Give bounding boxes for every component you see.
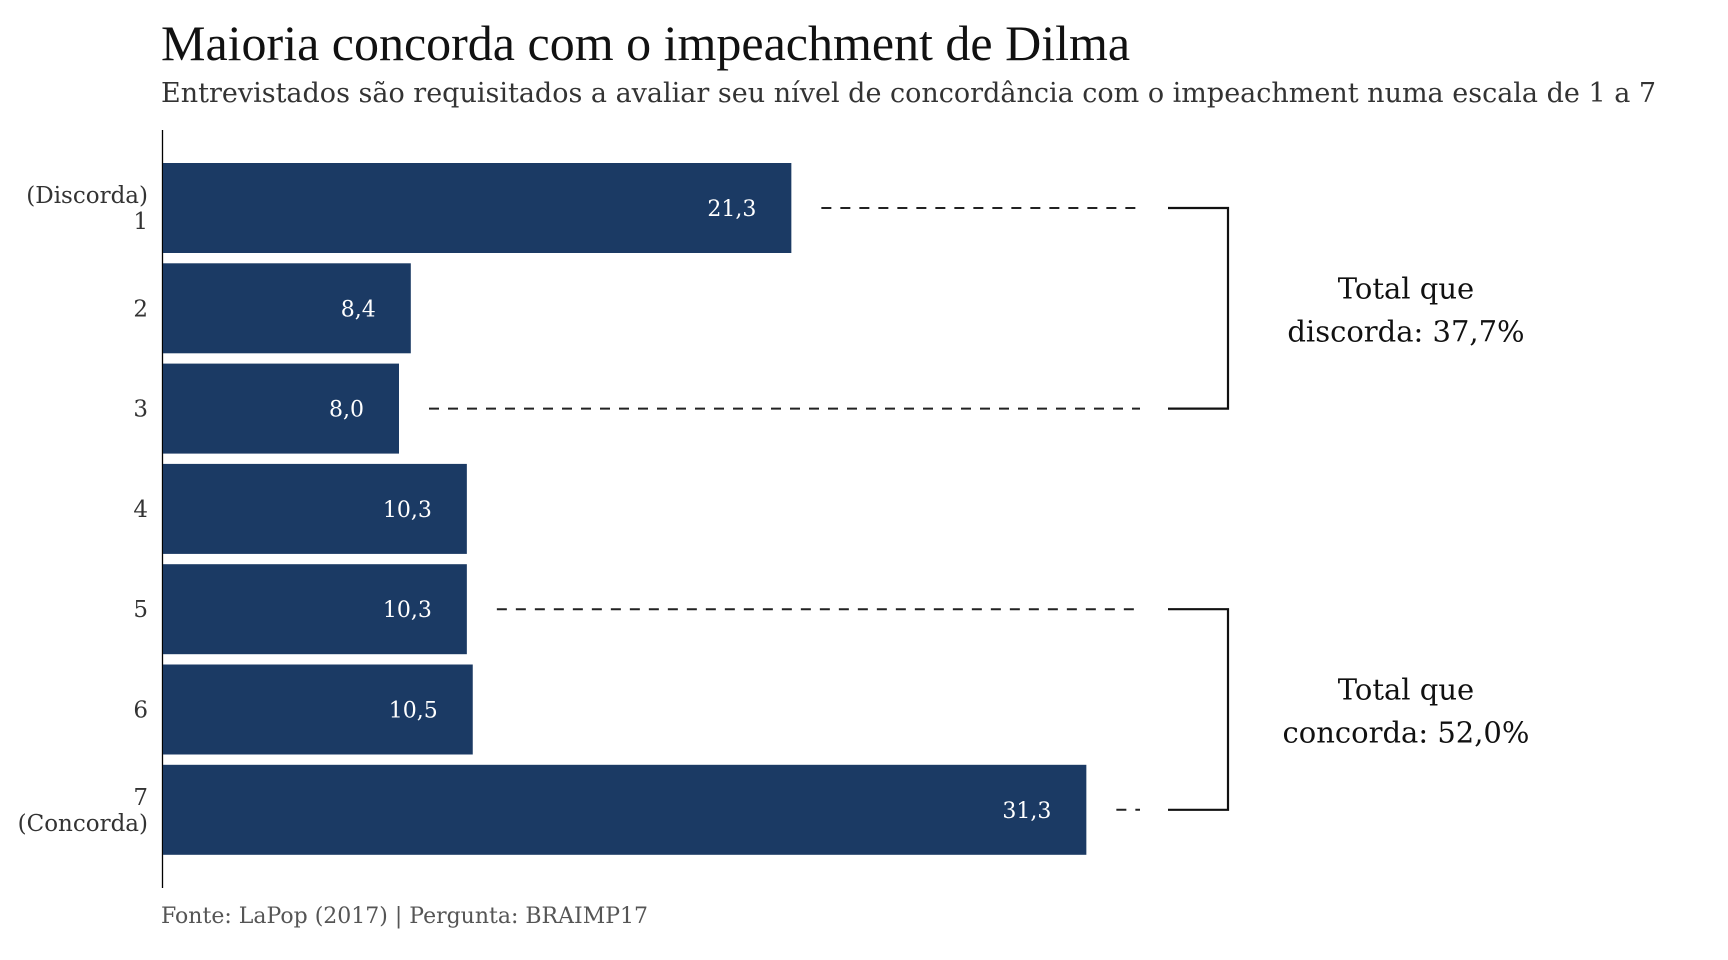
chart-subtitle: Entrevistados são requisitados a avaliar… (161, 78, 1657, 109)
bar (163, 363, 399, 454)
bracket-label: discorda: 37,7% (1287, 314, 1524, 348)
y-tick-label: 5 (133, 597, 148, 623)
data-label: 10,3 (383, 598, 432, 623)
chart-title: Maioria concorda com o impeachment de Di… (161, 15, 1131, 71)
bracket (1168, 206, 1230, 410)
y-tick-label: 7 (133, 785, 148, 811)
bar (163, 664, 473, 755)
y-tick-label: 4 (133, 497, 148, 523)
bar (163, 463, 467, 554)
bar (163, 564, 467, 655)
data-label: 10,3 (383, 498, 432, 523)
bracket (1168, 608, 1230, 811)
y-tick-label: 1 (133, 209, 148, 235)
y-tick-label: 6 (133, 698, 148, 724)
data-label: 8,4 (341, 297, 376, 322)
y-tick-label: (Discorda) (26, 183, 148, 209)
data-label: 8,0 (329, 398, 364, 423)
bar (163, 163, 792, 253)
bracket-label: Total que (1338, 673, 1474, 707)
y-tick-label: (Concorda) (18, 811, 148, 837)
data-label: 31,3 (1002, 799, 1051, 824)
data-label: 21,3 (707, 197, 756, 222)
bracket-label: Total que (1338, 271, 1474, 305)
y-tick-label: 2 (133, 296, 148, 322)
data-label: 10,5 (389, 699, 438, 724)
chart-caption: Fonte: LaPop (2017) | Pergunta: BRAIMP17 (161, 904, 649, 929)
bar (163, 263, 411, 354)
bracket-label: concorda: 52,0% (1283, 716, 1530, 750)
y-tick-label: 3 (133, 397, 148, 423)
bar (163, 764, 1087, 855)
